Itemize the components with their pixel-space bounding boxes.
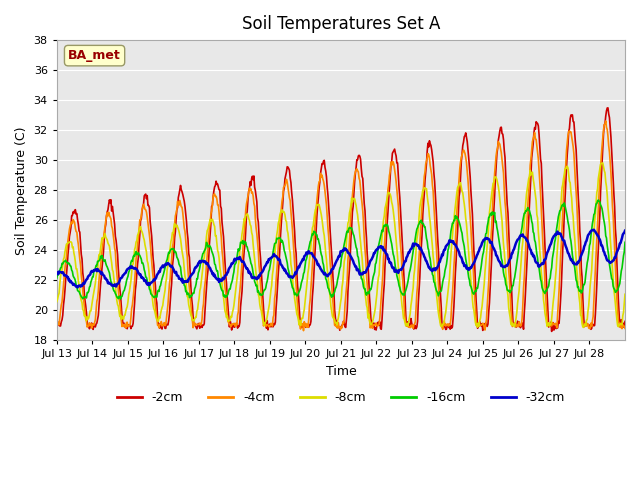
Y-axis label: Soil Temperature (C): Soil Temperature (C): [15, 126, 28, 254]
Title: Soil Temperatures Set A: Soil Temperatures Set A: [242, 15, 440, 33]
X-axis label: Time: Time: [326, 365, 356, 378]
Legend: -2cm, -4cm, -8cm, -16cm, -32cm: -2cm, -4cm, -8cm, -16cm, -32cm: [112, 386, 570, 409]
Text: BA_met: BA_met: [68, 49, 121, 62]
